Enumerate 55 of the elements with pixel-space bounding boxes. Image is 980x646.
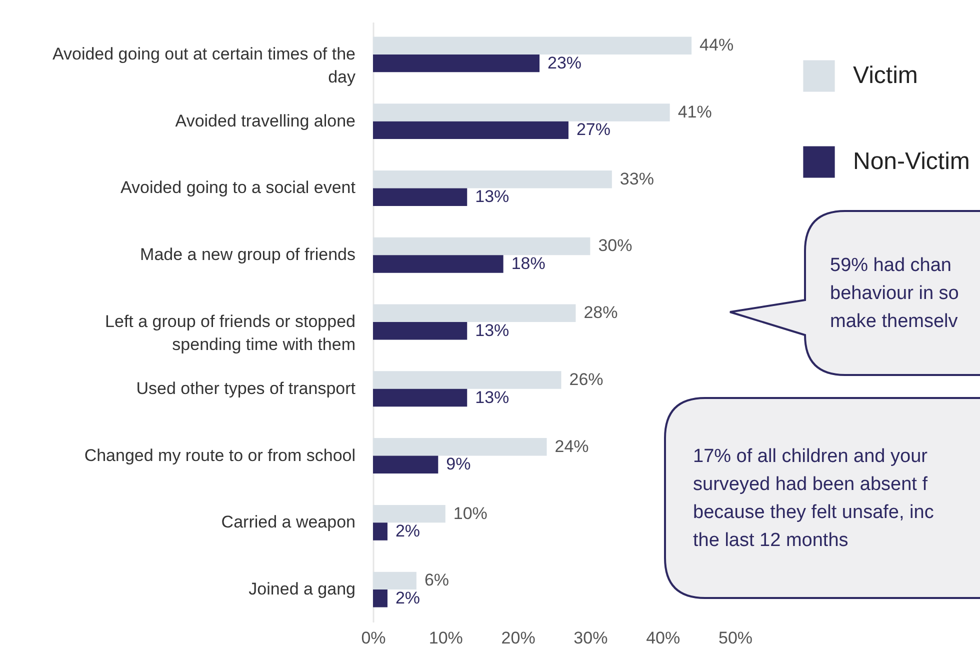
bar: [373, 504, 446, 523]
data-label: 44%: [700, 36, 734, 55]
data-label: 24%: [554, 436, 589, 456]
bar: [373, 36, 692, 54]
data-label: 30%: [598, 236, 632, 256]
bar: [373, 170, 612, 188]
data-label: 18%: [511, 254, 546, 273]
y-tick-label: Used other types of transport: [136, 378, 356, 398]
bar: [373, 322, 468, 340]
legend-label: Victim: [853, 62, 918, 89]
bar: [373, 237, 590, 256]
data-label: 2%: [395, 588, 420, 608]
bar: [373, 121, 568, 140]
x-tick-label: 20%: [501, 628, 536, 646]
data-label: 10%: [453, 504, 488, 523]
y-tick-label: Made a new group of friends: [140, 245, 356, 264]
y-tick-label: Avoided going out at certain times of the day: [52, 44, 356, 86]
data-label: 13%: [475, 187, 510, 206]
x-tick-label: 0%: [361, 628, 386, 646]
x-tick-label: 10%: [428, 628, 463, 646]
y-tick-label: Changed my route to or from school: [84, 446, 356, 465]
x-tick-label: 30%: [574, 628, 608, 646]
data-label: 28%: [584, 303, 618, 322]
bar: [373, 255, 504, 273]
bar: [373, 590, 388, 608]
bar: [373, 54, 540, 72]
data-label: 26%: [569, 370, 604, 390]
y-tick-label: Carried a weapon: [221, 512, 356, 532]
text: 59% had chan behaviour in so make themselv: [830, 254, 959, 334]
x-tick-label: 50%: [718, 628, 753, 646]
data-label: 33%: [620, 169, 654, 188]
bar: [373, 188, 468, 206]
data-label: 27%: [576, 120, 611, 140]
data-label: 2%: [395, 522, 420, 541]
data-label: 13%: [475, 388, 510, 407]
legend-label: Non-Victim: [853, 148, 970, 175]
annotation: 17% of all children and your surveyed had been absent f because they felt unsafe, inc the last 12 months: [693, 445, 934, 553]
y-tick-label: Avoided going to a social event: [120, 178, 356, 198]
bar: [373, 104, 670, 122]
bar: [373, 371, 562, 389]
data-label: 23%: [548, 53, 582, 72]
bar: [373, 304, 576, 322]
bar: [373, 522, 388, 540]
bar: [373, 456, 438, 474]
y-tick-label: Joined a gang: [248, 580, 356, 599]
x-tick-label: 40%: [646, 628, 680, 646]
bar: [373, 572, 416, 590]
data-label: 13%: [475, 320, 510, 340]
bar: [373, 388, 468, 407]
bar: [373, 438, 547, 456]
y-tick-label: Left a group of friends or stopped spending time with them: [105, 312, 356, 354]
data-label: 6%: [424, 570, 450, 590]
y-tick-label: Avoided travelling alone: [175, 111, 356, 130]
data-label: 41%: [678, 102, 712, 122]
data-label: 9%: [446, 454, 471, 474]
